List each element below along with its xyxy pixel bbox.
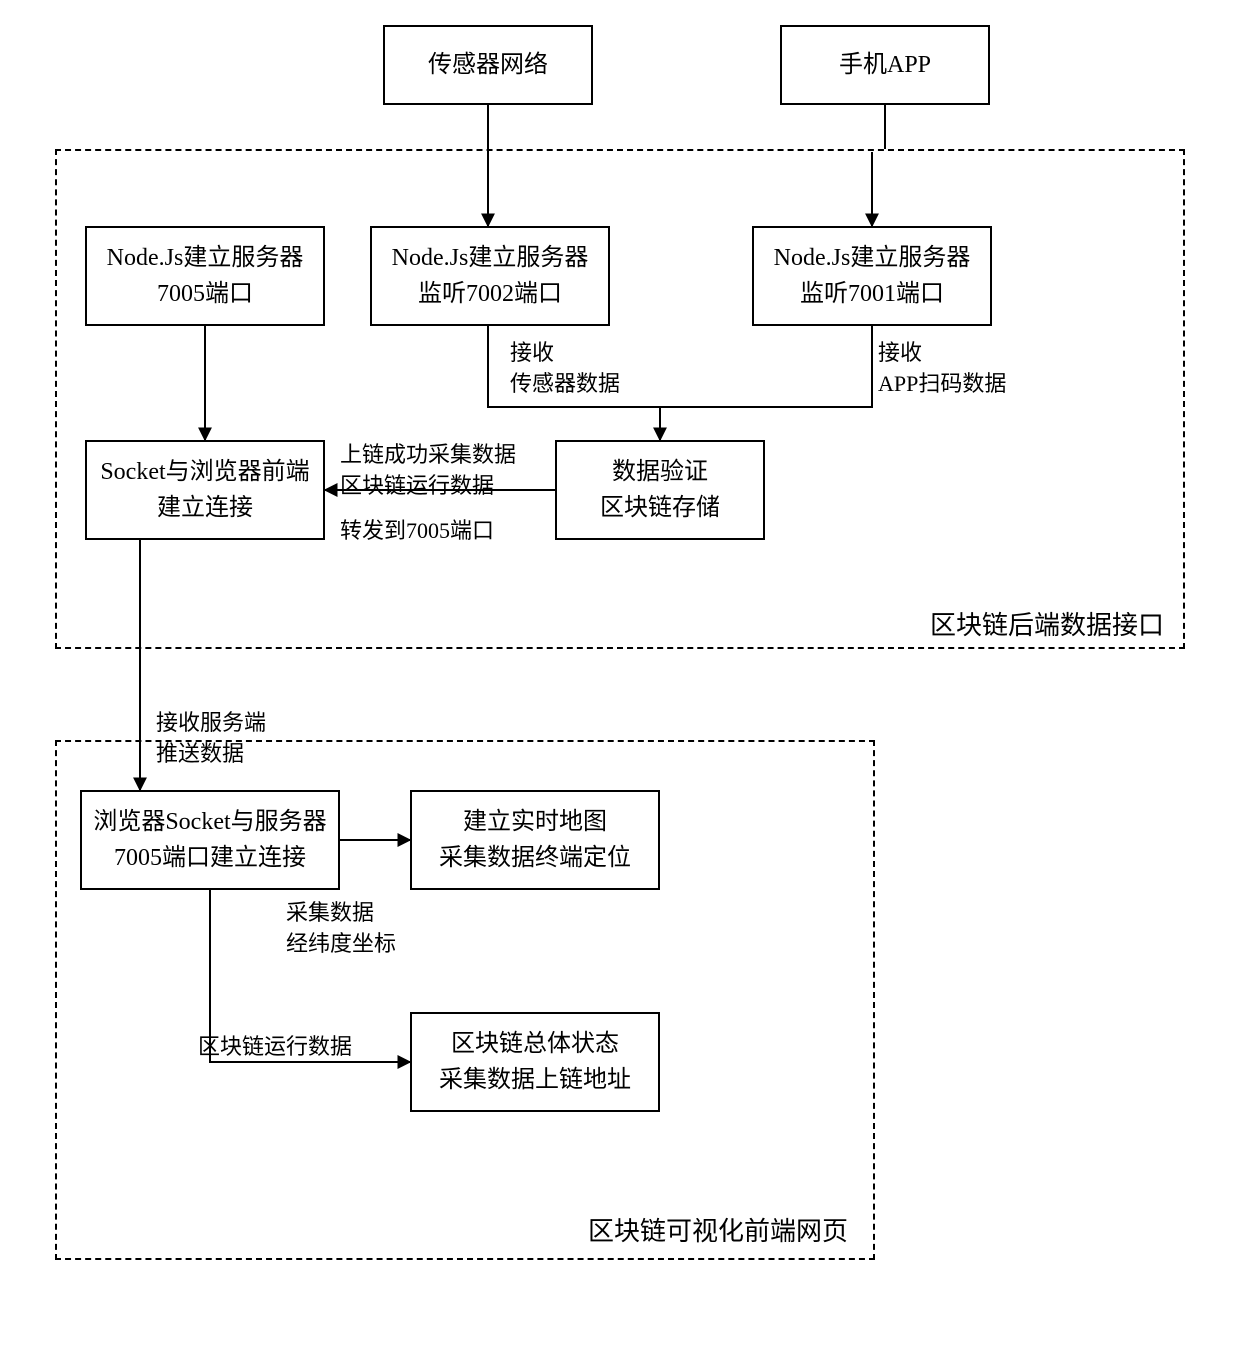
node-app: 手机APP (780, 25, 990, 105)
node-line: 建立连接 (157, 490, 253, 526)
node-line: 区块链存储 (600, 490, 720, 526)
node-verify: 数据验证区块链存储 (555, 440, 765, 540)
node-line: 监听7001端口 (800, 276, 944, 312)
node-srv7002: Node.Js建立服务器监听7002端口 (370, 226, 610, 326)
node-line: 建立实时地图 (463, 804, 607, 840)
node-line: 区块链总体状态 (451, 1026, 619, 1062)
node-line: Socket与浏览器前端 (100, 454, 309, 490)
node-line: 采集数据终端定位 (439, 840, 631, 876)
edge-label-verify-fwd-b: 转发到7005端口 (340, 516, 494, 547)
node-line: 7005端口建立连接 (114, 840, 306, 876)
region-frontend-label: 区块链可视化前端网页 (588, 1214, 848, 1250)
node-line: 数据验证 (612, 454, 708, 490)
node-line: Node.Js建立服务器 (392, 240, 589, 276)
node-socket-front: Socket与浏览器前端建立连接 (85, 440, 325, 540)
node-line: 传感器网络 (428, 47, 548, 83)
node-sensor: 传感器网络 (383, 25, 593, 105)
node-map: 建立实时地图采集数据终端定位 (410, 790, 660, 890)
node-line: Node.Js建立服务器 (774, 240, 971, 276)
node-line: 手机APP (839, 47, 931, 83)
edge-label-7002-recv: 接收 传感器数据 (510, 338, 620, 400)
edge-label-bcdata: 区块链运行数据 (198, 1032, 352, 1063)
node-line: Node.Js建立服务器 (107, 240, 304, 276)
edge-label-coords: 采集数据 经纬度坐标 (286, 898, 396, 960)
node-srv7001: Node.Js建立服务器监听7001端口 (752, 226, 992, 326)
node-line: 浏览器Socket与服务器 (93, 804, 326, 840)
node-browser-sock: 浏览器Socket与服务器7005端口建立连接 (80, 790, 340, 890)
flowchart-canvas: 区块链后端数据接口 区块链可视化前端网页 传感器网络 手机APP Node.Js… (0, 0, 1240, 1366)
node-bc-status: 区块链总体状态采集数据上链地址 (410, 1012, 660, 1112)
edge-label-push: 接收服务端 推送数据 (156, 708, 266, 770)
node-srv7005: Node.Js建立服务器7005端口 (85, 226, 325, 326)
node-line: 监听7002端口 (418, 276, 562, 312)
node-line: 7005端口 (157, 276, 253, 312)
region-backend-label: 区块链后端数据接口 (930, 608, 1164, 644)
edge-label-verify-fwd-a: 上链成功采集数据 区块链运行数据 (340, 440, 516, 502)
node-line: 采集数据上链地址 (439, 1062, 631, 1098)
edge-label-7001-recv: 接收 APP扫码数据 (878, 338, 1006, 400)
